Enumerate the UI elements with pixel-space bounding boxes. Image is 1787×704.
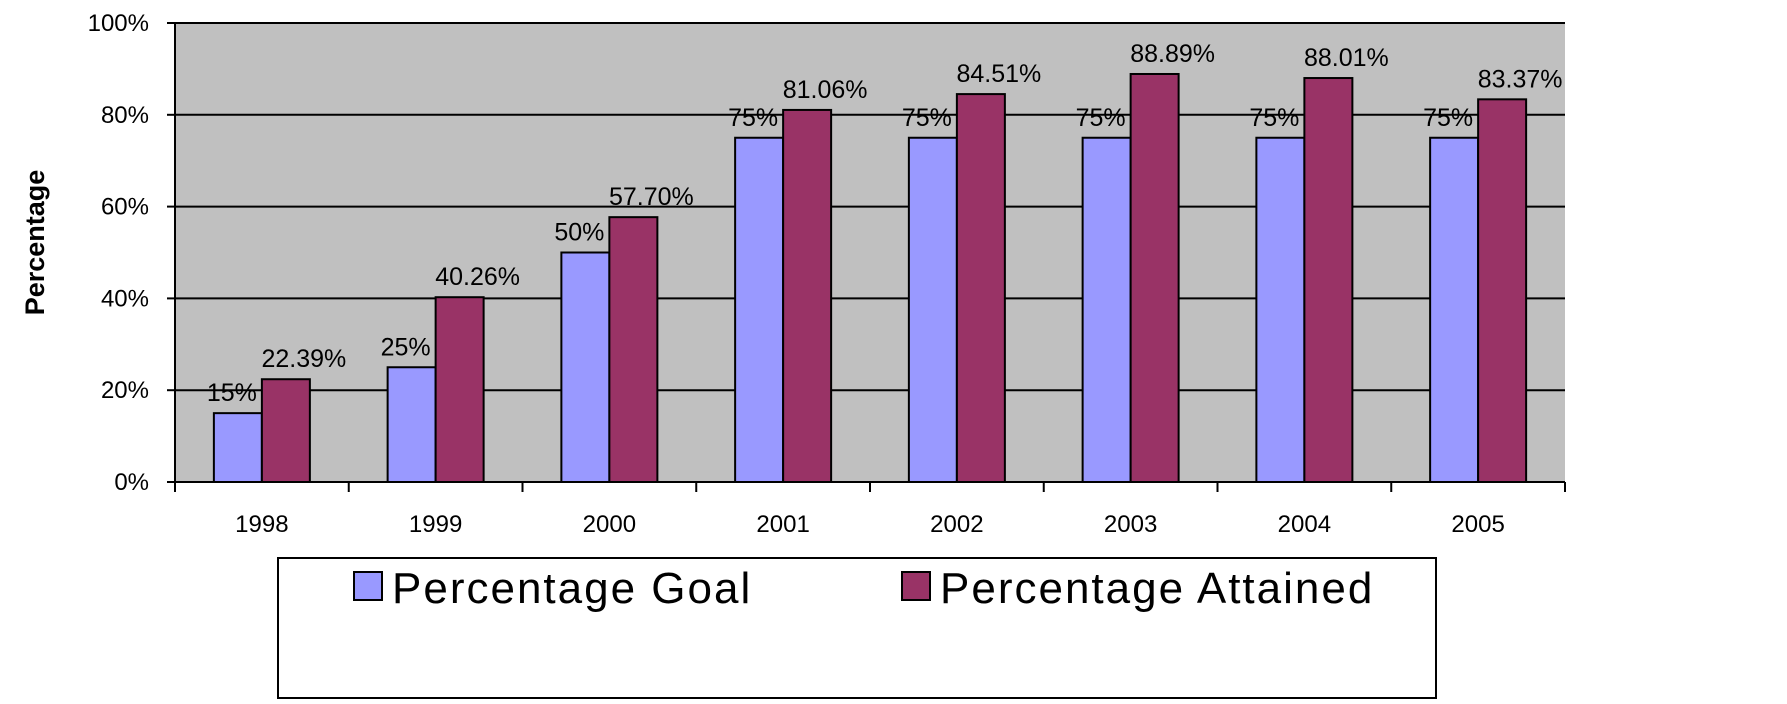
x-tick-label: 2000: [583, 511, 636, 538]
y-tick-label: 20%: [101, 377, 149, 404]
legend-label-percentage-goal: Percentage Goal: [392, 564, 752, 613]
bars: [212, 72, 1528, 484]
data-label-goal-2004: 75%: [1249, 104, 1299, 132]
bar-goal-2004: [1255, 136, 1306, 483]
legend-box: [277, 557, 1437, 699]
plot-area: [175, 23, 1565, 482]
bar-goal-2000: [560, 251, 611, 483]
x-tick-label: 1998: [235, 511, 288, 538]
data-label-attained-2004: 88.01%: [1304, 44, 1389, 72]
bar-attained-1998: [260, 378, 311, 483]
axes: 0% 20% 40% 60% 80% 100% 1998 1999 2000 2001 2002 20…: [88, 10, 1566, 538]
bar-goal-2005: [1429, 136, 1480, 483]
bar-attained-2005: [1477, 98, 1528, 484]
data-label-goal-1999: 25%: [381, 333, 431, 361]
x-tick-label: 2002: [930, 511, 983, 538]
bar-attained-1999: [434, 296, 485, 483]
data-label-attained-2000: 57.70%: [609, 183, 694, 211]
y-axis-label: Percentage: [20, 170, 50, 316]
data-label-goal-2005: 75%: [1423, 104, 1473, 132]
y-tick-label: 60%: [101, 194, 149, 221]
data-labels: 15%22.39% 25%40.26%50%57.70%75%81.06%75%8…: [207, 40, 1563, 407]
data-label-attained-1999: 40.26%: [435, 263, 520, 291]
data-label-goal-2001: 75%: [728, 104, 778, 132]
x-tick-label: 2001: [756, 511, 809, 538]
bar-attained-2001: [782, 108, 833, 483]
x-tick-label: 1999: [409, 511, 462, 538]
bar-attained-2002: [955, 93, 1006, 484]
y-tick-label: 100%: [88, 10, 149, 37]
data-label-attained-1998: 22.39%: [261, 345, 346, 373]
bar-attained-2003: [1129, 72, 1180, 483]
legend-label-percentage-attained: Percentage Attained: [940, 564, 1374, 613]
bar-goal-2001: [734, 136, 785, 483]
y-tick-label: 40%: [101, 285, 149, 312]
bar-attained-2004: [1303, 77, 1354, 484]
data-label-attained-2002: 84.51%: [956, 60, 1041, 88]
x-tick-label: 2003: [1104, 511, 1157, 538]
bar-goal-2002: [907, 136, 958, 483]
data-label-goal-2000: 50%: [554, 219, 604, 247]
y-tick-label: 0%: [114, 469, 149, 496]
data-label-attained-2005: 83.37%: [1478, 65, 1563, 93]
data-label-goal-2002: 75%: [902, 104, 952, 132]
legend-swatch-percentage-goal: [353, 571, 383, 601]
legend-swatch-percentage-attained: [901, 571, 931, 601]
x-tick-label: 2005: [1451, 511, 1504, 538]
bar-attained-2000: [608, 216, 659, 483]
bar-goal-1999: [386, 366, 437, 483]
data-label-goal-1998: 15%: [207, 379, 257, 407]
bar-goal-2003: [1081, 136, 1132, 483]
legend: Percentage Goal Percentage Attained: [277, 557, 1437, 699]
y-tick-label: 80%: [101, 102, 149, 129]
x-tick-label: 2004: [1278, 511, 1331, 538]
data-label-attained-2003: 88.89%: [1130, 40, 1215, 68]
data-label-attained-2001: 81.06%: [783, 76, 868, 104]
bar-goal-1998: [212, 412, 263, 483]
data-label-goal-2003: 75%: [1076, 104, 1126, 132]
